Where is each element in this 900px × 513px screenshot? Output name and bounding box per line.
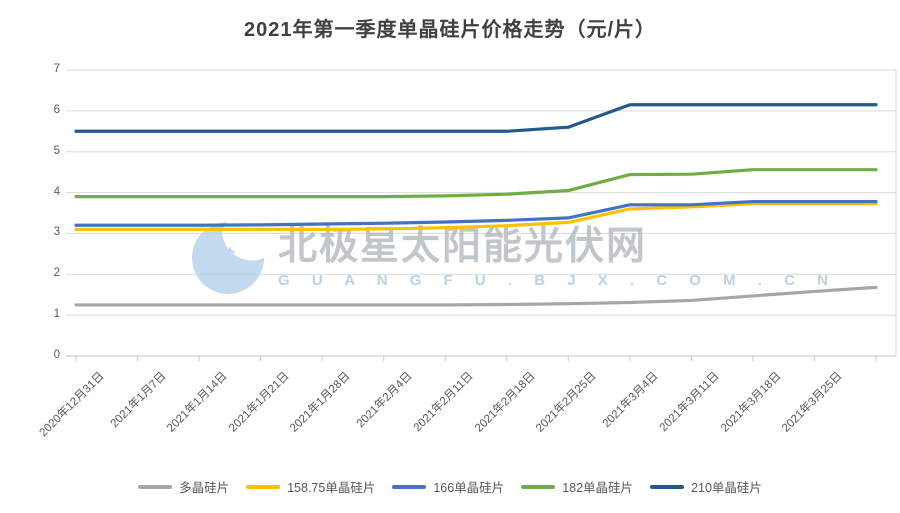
legend-swatch-icon: [138, 484, 173, 489]
legend: 多晶硅片 158.75单晶硅片 166单晶硅片 182单晶硅片 210单晶硅片: [0, 477, 900, 496]
legend-swatch-icon: [521, 484, 556, 489]
chart-title: 2021年第一季度单晶硅片价格走势（元/片）: [243, 19, 657, 41]
series-line-2: [74, 199, 878, 227]
y-axis-label: 3: [53, 226, 60, 239]
y-axis-label: 0: [53, 349, 60, 361]
legend-item-3: 182单晶硅片: [521, 477, 633, 496]
series-line-3: [74, 168, 878, 199]
series-line-1: [74, 202, 878, 231]
legend-label: 166单晶硅片: [433, 481, 505, 495]
series-line-0: [74, 285, 878, 307]
watermark-text: 北极星太阳能光伏网: [278, 224, 648, 268]
watermark: 北极星太阳能光伏网 G U A N G F U . B J X . C O M …: [188, 220, 837, 294]
legend-swatch-icon: [246, 484, 281, 489]
legend-item-2: 166单晶硅片: [392, 477, 504, 496]
legend-label: 多晶硅片: [179, 481, 230, 495]
legend-item-0: 多晶硅片: [138, 477, 229, 496]
legend-swatch-icon: [392, 484, 427, 489]
legend-swatch-icon: [650, 484, 685, 489]
y-axis-label: 2: [53, 267, 60, 280]
y-axis-label: 5: [53, 144, 60, 157]
series-line-4: [74, 103, 878, 133]
legend-label: 182单晶硅片: [562, 481, 634, 495]
legend-item-4: 210单晶硅片: [650, 477, 762, 496]
y-axis-label: 7: [53, 63, 60, 75]
watermark-text-block: 北极星太阳能光伏网 G U A N G F U . B J X . C O M …: [278, 227, 837, 288]
legend-item-1: 158.75单晶硅片: [246, 477, 375, 496]
y-axis-label: 6: [53, 103, 60, 116]
watermark-url: G U A N G F U . B J X . C O M . C N: [278, 271, 837, 289]
legend-label: 158.75单晶硅片: [287, 481, 376, 495]
y-axis-label: 4: [53, 185, 60, 198]
legend-label: 210单晶硅片: [691, 481, 762, 495]
bjx-star-moon-logo-icon: [192, 222, 264, 294]
y-axis-label: 1: [53, 308, 60, 321]
